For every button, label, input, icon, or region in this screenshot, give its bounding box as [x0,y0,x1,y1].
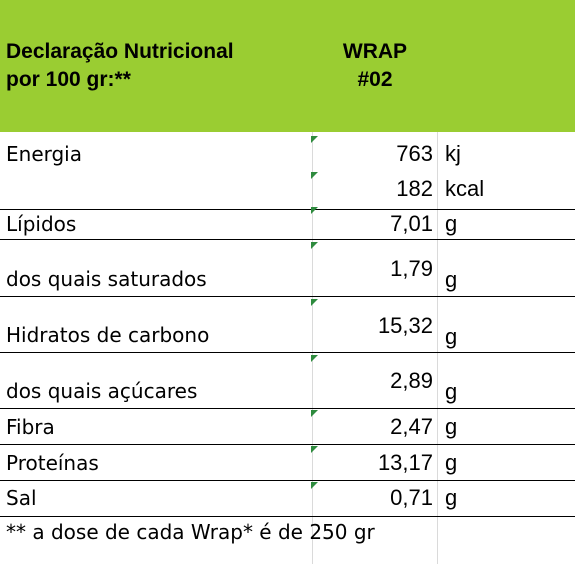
grid-line [437,132,438,564]
cell-comment-marker [311,355,318,362]
row-value: 13,17 [377,450,433,475]
row-label: Lípidos [6,212,77,236]
product-line-2: #02 [357,68,393,91]
table-row-acucares: dos quais açúcares 2,89 g [0,353,575,409]
row-unit: g [445,379,458,404]
table-row-sal: Sal 0,71 g [0,481,575,517]
row-unit: g [445,324,458,349]
table-row-hidratos: Hidratos de carbono 15,32 g [0,297,575,353]
row-value: 15,32 [377,313,433,338]
row-value: 1,79 [390,256,433,281]
cell-comment-marker [311,207,318,214]
row-label: Energia [6,142,82,166]
row-label: Fibra [6,415,55,439]
row-unit: g [445,414,458,439]
row-label: Proteínas [6,451,99,475]
cell-comment-marker [311,136,318,143]
cell-comment-marker [311,172,318,179]
table-row-lipidos: Lípidos 7,01 g [0,207,575,240]
row-unit: g [445,485,458,510]
title-line-1: Declaração Nutricional [6,40,234,63]
serving-size-footnote: ** a dose de cada Wrap* é de 250 gr [6,520,375,544]
row-label: Sal [6,486,37,510]
row-value: 7,01 [390,211,433,236]
table-header: Declaração Nutricional por 100 gr:** WRA… [0,0,575,132]
row-unit: g [445,211,458,236]
row-value: 0,71 [390,485,433,510]
product-line-1: WRAP [342,40,408,63]
cell-comment-marker [311,299,318,306]
cell-comment-marker [311,446,318,453]
row-unit: g [445,450,458,475]
row-label: dos quais açúcares [6,379,198,403]
row-value: 2,89 [390,368,433,393]
cell-comment-marker [311,242,318,249]
grid-line [312,132,313,564]
cell-comment-marker [311,410,318,417]
cell-comment-marker [311,482,318,489]
table-row-energia: Energia 763 kj 182 kcal [0,132,575,210]
row-label: Hidratos de carbono [6,323,210,347]
product-name: WRAP #02 [320,38,430,94]
row-value: 2,47 [390,414,433,439]
row-value: 182 [396,176,433,201]
row-unit: kcal [445,176,485,201]
row-unit: kj [445,141,461,166]
row-unit: g [445,267,458,292]
nutrition-declaration-title: Declaração Nutricional por 100 gr:** [6,38,234,94]
table-row-proteinas: Proteínas 13,17 g [0,445,575,481]
table-row-saturados: dos quais saturados 1,79 g [0,240,575,297]
title-line-2: por 100 gr:** [6,68,131,91]
row-label: dos quais saturados [6,267,207,291]
table-row-fibra: Fibra 2,47 g [0,409,575,445]
row-value: 763 [396,141,433,166]
